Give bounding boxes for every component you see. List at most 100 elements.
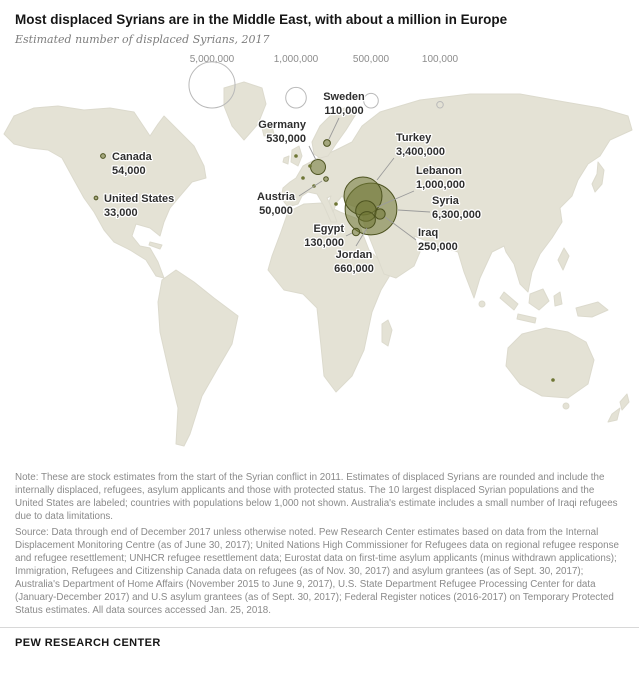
country-value: 110,000 <box>324 105 363 117</box>
leader-line-germany <box>308 145 317 161</box>
leader-line-jordan <box>355 227 368 247</box>
south-america <box>157 269 239 447</box>
country-value: 1,000,000 <box>416 179 465 191</box>
small-unlabeled-dot <box>301 176 305 180</box>
legend-circle-500000 <box>363 92 379 109</box>
leader-line-lebanon <box>376 190 415 208</box>
note-text: Note: These are stock estimates from the… <box>15 472 618 523</box>
country-label-austria: Austria 50,000 <box>256 190 297 219</box>
country-name: Germany <box>258 119 307 131</box>
country-name: Egypt <box>313 223 344 235</box>
new-guinea <box>575 301 609 318</box>
leader-line-syria <box>397 209 431 213</box>
legend-circle-100000 <box>436 100 444 109</box>
legend-label-100k: 100,000 <box>422 54 459 65</box>
sumatra <box>499 291 519 311</box>
cuba <box>148 241 163 250</box>
country-label-syria: Syria 6,300,000 <box>431 194 482 223</box>
legend-label-5m: 5,000,000 <box>190 54 235 65</box>
legend-circles <box>188 61 444 109</box>
scandinavia <box>311 105 357 159</box>
country-label-sweden: Sweden 110,000 <box>322 90 366 119</box>
sulawesi <box>553 291 563 307</box>
australia <box>505 327 595 399</box>
bubble-layer <box>93 139 555 382</box>
country-value: 33,000 <box>104 207 138 219</box>
madagascar <box>381 319 393 347</box>
java <box>516 313 537 324</box>
tasmania <box>562 402 570 410</box>
iceland <box>261 125 275 137</box>
country-name: United States <box>104 193 174 205</box>
country-value: 130,000 <box>304 237 344 249</box>
country-name: Canada <box>112 151 153 163</box>
world-bubble-map: 5,000,000 1,000,000 500,000 100,000 Cana… <box>3 54 633 447</box>
country-name: Sweden <box>323 91 365 103</box>
bubble-iraq <box>374 208 386 220</box>
country-value: 3,400,000 <box>396 146 445 158</box>
country-value: 530,000 <box>266 133 306 145</box>
bubble-austria <box>323 176 329 182</box>
eurasia <box>280 93 633 299</box>
leader-line-austria <box>298 180 323 197</box>
small-unlabeled-dot <box>551 378 555 382</box>
country-name: Lebanon <box>416 165 462 177</box>
chart-footnotes: Note: These are stock estimates from the… <box>0 461 639 617</box>
leader-lines <box>298 117 431 247</box>
new-zealand-south <box>607 407 621 423</box>
north-america <box>3 105 207 279</box>
bubble-united-states <box>93 195 99 201</box>
country-label-iraq: Iraq 250,000 <box>417 226 459 255</box>
greenland <box>223 81 267 141</box>
country-label-lebanon: Lebanon 1,000,000 <box>415 164 466 193</box>
footer-divider <box>0 627 639 629</box>
footer-wordmark: PEW RESEARCH CENTER <box>15 637 161 650</box>
country-label-united-states: United States 33,000 <box>103 192 176 221</box>
size-legend: 5,000,000 1,000,000 500,000 100,000 <box>188 54 459 109</box>
bubble-jordan <box>358 211 376 229</box>
legend-label-500k: 500,000 <box>353 54 390 65</box>
bubble-sweden <box>323 139 331 147</box>
country-label-turkey: Turkey 3,400,000 <box>395 131 446 160</box>
chart-header: Most displaced Syrians are in the Middle… <box>0 0 639 46</box>
sri-lanka <box>478 300 486 308</box>
country-value: 54,000 <box>112 165 146 177</box>
country-name: Syria <box>432 195 460 207</box>
country-label-germany: Germany 530,000 <box>257 118 308 147</box>
leader-line-turkey <box>376 157 395 181</box>
country-label-canada: Canada 54,000 <box>111 150 154 179</box>
country-label-jordan: Jordan 660,000 <box>333 248 375 277</box>
country-name: Iraq <box>418 227 438 239</box>
leader-line-iraq <box>384 216 417 241</box>
source-text: Source: Data through end of December 201… <box>15 527 619 617</box>
small-unlabeled-dot <box>334 202 338 206</box>
bubble-germany <box>310 159 326 175</box>
world-map-layer <box>3 81 633 447</box>
small-unlabeled-dot <box>308 164 312 168</box>
small-unlabeled-dot <box>290 194 294 198</box>
leader-line-sweden <box>328 117 340 140</box>
legend-circle-5000000 <box>188 61 236 109</box>
country-name: Jordan <box>336 249 373 261</box>
country-label-egypt: Egypt 130,000 <box>303 222 346 251</box>
country-value: 250,000 <box>418 241 458 253</box>
leader-line-egypt <box>345 232 353 237</box>
bubble-egypt <box>351 227 361 237</box>
japan <box>591 161 605 193</box>
page-subtitle: Estimated number of displaced Syrians, 2… <box>15 33 270 46</box>
legend-circle-1000000 <box>285 86 307 109</box>
new-zealand-north <box>619 393 630 411</box>
country-value: 6,300,000 <box>432 209 481 221</box>
country-name: Austria <box>257 191 296 203</box>
small-unlabeled-dot <box>294 154 298 158</box>
page-title: Most displaced Syrians are in the Middle… <box>15 12 508 27</box>
borneo <box>528 288 550 311</box>
ireland <box>282 155 290 165</box>
country-value: 660,000 <box>334 263 374 275</box>
country-labels: Canada 54,000 United States 33,000 Swede… <box>103 90 482 277</box>
country-name: Turkey <box>396 132 432 144</box>
bubble-canada <box>100 153 106 159</box>
philippines <box>557 247 570 271</box>
legend-label-1m: 1,000,000 <box>274 54 319 65</box>
country-value: 50,000 <box>259 205 293 217</box>
